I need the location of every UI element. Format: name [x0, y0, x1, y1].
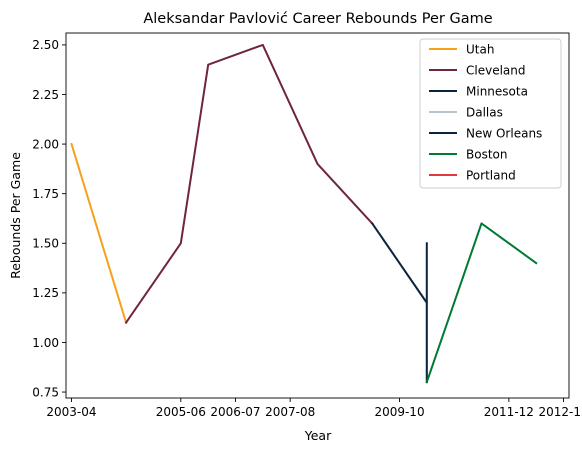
y-tick-label: 0.75	[32, 385, 59, 399]
y-tick-label: 1.00	[32, 336, 59, 350]
legend-label-utah: Utah	[466, 42, 494, 56]
legend-label-boston: Boston	[466, 147, 507, 161]
x-tick-label: 2005-06	[156, 405, 206, 419]
legend-label-minnesota: Minnesota	[466, 84, 528, 98]
y-tick-label: 1.75	[32, 187, 59, 201]
y-tick-label: 2.25	[32, 88, 59, 102]
y-axis-label: Rebounds Per Game	[8, 152, 23, 279]
x-tick-label: 2011-12	[484, 405, 534, 419]
x-tick-label: 2003-04	[46, 405, 96, 419]
x-tick-label: 2012-13	[538, 405, 582, 419]
chart-title: Aleksandar Pavlović Career Rebounds Per …	[143, 11, 492, 27]
y-tick-label: 2.50	[32, 38, 59, 52]
x-tick-label: 2006-07	[210, 405, 260, 419]
x-tick-label: 2007-08	[265, 405, 315, 419]
x-tick-label: 2009-10	[374, 405, 424, 419]
legend-label-cleveland: Cleveland	[466, 63, 526, 77]
y-tick-label: 2.00	[32, 137, 59, 151]
legend-label-portland: Portland	[466, 168, 516, 182]
x-axis-label: Year	[304, 428, 332, 443]
y-tick-label: 1.50	[32, 237, 59, 251]
legend-label-new-orleans: New Orleans	[466, 126, 542, 140]
y-tick-label: 1.25	[32, 286, 59, 300]
legend-label-dallas: Dallas	[466, 105, 503, 119]
legend: Utah Cleveland Minnesota Dallas New Orleans B…	[420, 39, 561, 188]
